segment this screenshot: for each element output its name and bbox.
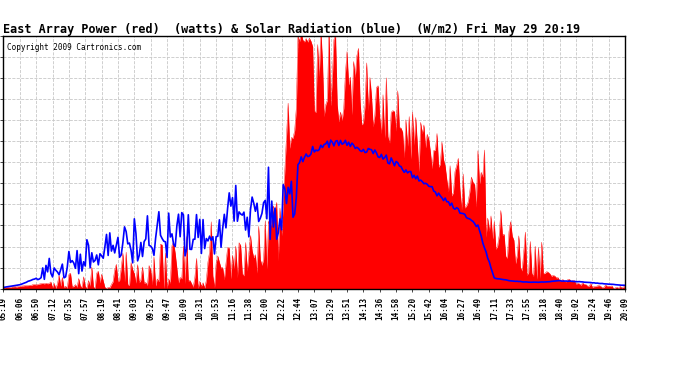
Text: Copyright 2009 Cartronics.com: Copyright 2009 Cartronics.com — [7, 43, 141, 52]
Text: East Array Power (red)  (watts) & Solar Radiation (blue)  (W/m2) Fri May 29 20:1: East Array Power (red) (watts) & Solar R… — [3, 22, 580, 36]
